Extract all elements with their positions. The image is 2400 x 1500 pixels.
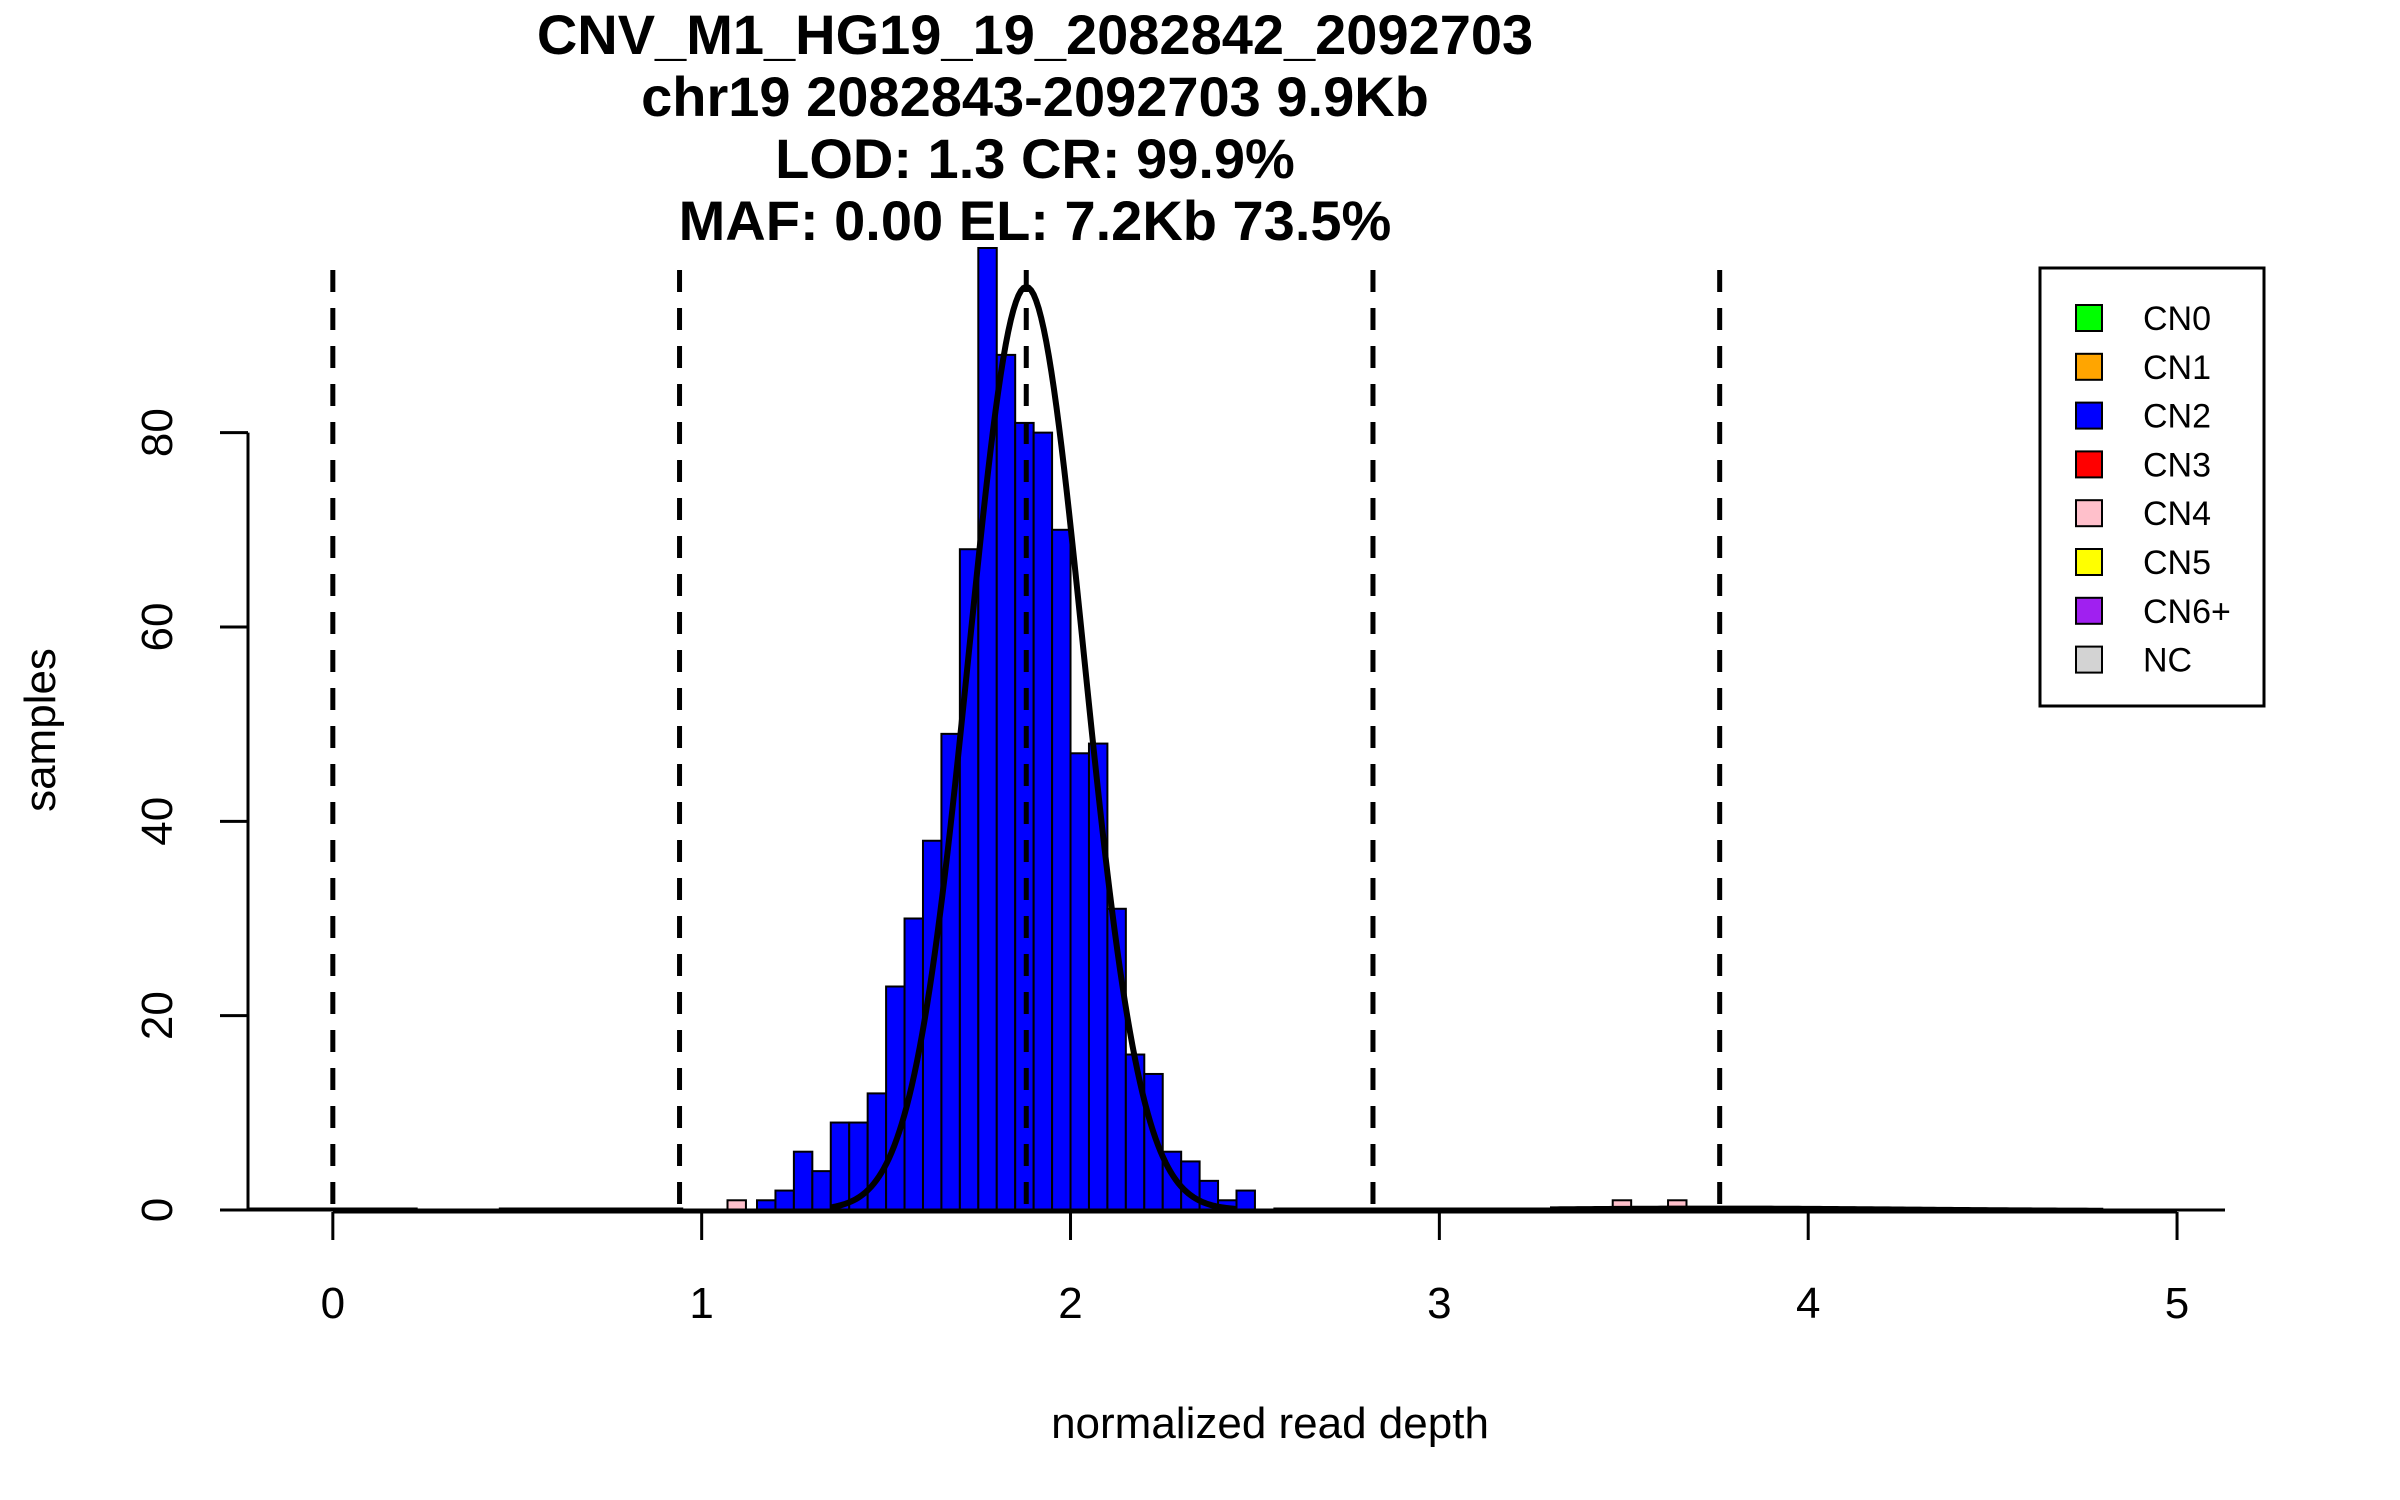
x-tick-label-3: 3 (1427, 1279, 1451, 1328)
legend-box (2038, 266, 2266, 708)
x-tick-label-4: 4 (1796, 1279, 1820, 1328)
title-line-3: LOD: 1.3 CR: 99.9% (775, 127, 1295, 190)
legend-label-cn6plus: CN6+ (2143, 593, 2231, 631)
legend-label-cn1: CN1 (2143, 349, 2211, 387)
y-tick-label-4: 80 (133, 408, 182, 457)
y-tick-label-2: 40 (133, 797, 182, 846)
bar-cn2-16 (1051, 528, 1072, 1211)
threshold-lines (330, 270, 1723, 1210)
legend-label-cn3: CN3 (2143, 446, 2211, 484)
legend-swatch-nc (2075, 645, 2103, 674)
legend-swatch-cn6plus (2075, 596, 2103, 625)
legend-swatch-cn3 (2075, 450, 2103, 479)
title-line-1: CNV_M1_HG19_19_2082842_2092703 (537, 3, 1533, 66)
chart-title: CNV_M1_HG19_19_2082842_2092703 chr19 208… (537, 3, 1533, 252)
bar-cn2-13 (995, 353, 1017, 1211)
bar-cn2-6 (866, 1092, 888, 1211)
y-tick-label-3: 60 (133, 602, 182, 651)
x-tick-label-2: 2 (1058, 1279, 1082, 1328)
bar-cn2-12 (977, 247, 998, 1211)
y-axis: 0 20 40 60 80 (133, 408, 250, 1222)
y-tick-label-0: 0 (133, 1198, 182, 1222)
legend: CN0 CN1 CN2 CN3 CN4 CN5 CN6+ NC (2038, 266, 2266, 708)
legend-label-cn5: CN5 (2143, 544, 2211, 582)
bar-cn2-3 (811, 1170, 832, 1212)
legend-swatch-cn2 (2075, 401, 2103, 430)
fit-curve-0 (830, 283, 1237, 1212)
legend-swatch-cn5 (2075, 548, 2103, 576)
bar-cn2-17 (1069, 752, 1090, 1211)
bar-cn2-4 (829, 1121, 851, 1211)
title-line-2: chr19 2082843-2092703 9.9Kb (641, 65, 1429, 128)
legend-label-nc: NC (2143, 642, 2192, 680)
legend-swatch-cn4 (2075, 499, 2103, 528)
histogram-bars (726, 247, 1688, 1212)
legend-swatch-cn1 (2075, 352, 2103, 381)
bar-cn2-2 (792, 1150, 814, 1212)
bar-cn2-26 (1235, 1189, 1256, 1212)
x-axis: 0 1 2 3 4 5 (248, 1208, 2225, 1328)
x-tick-label-0: 0 (321, 1279, 345, 1328)
bar-cn2-15 (1032, 431, 1054, 1211)
legend-label-cn4: CN4 (2143, 495, 2211, 533)
x-tick-label-5: 5 (2165, 1279, 2189, 1328)
legend-swatch-cn0 (2075, 304, 2103, 332)
fit-curves (248, 283, 2104, 1212)
x-tick-label-1: 1 (689, 1279, 713, 1328)
x-axis-label: normalized read depth (1051, 1399, 1489, 1448)
title-line-4: MAF: 0.00 EL: 7.2Kb 73.5% (679, 189, 1392, 252)
y-tick-label-1: 20 (133, 991, 182, 1040)
bar-cn2-1 (774, 1189, 795, 1212)
legend-label-cn2: CN2 (2143, 398, 2211, 436)
bar-cn2-7 (885, 985, 906, 1212)
legend-label-cn0: CN0 (2143, 300, 2211, 338)
y-axis-label: samples (16, 648, 65, 812)
